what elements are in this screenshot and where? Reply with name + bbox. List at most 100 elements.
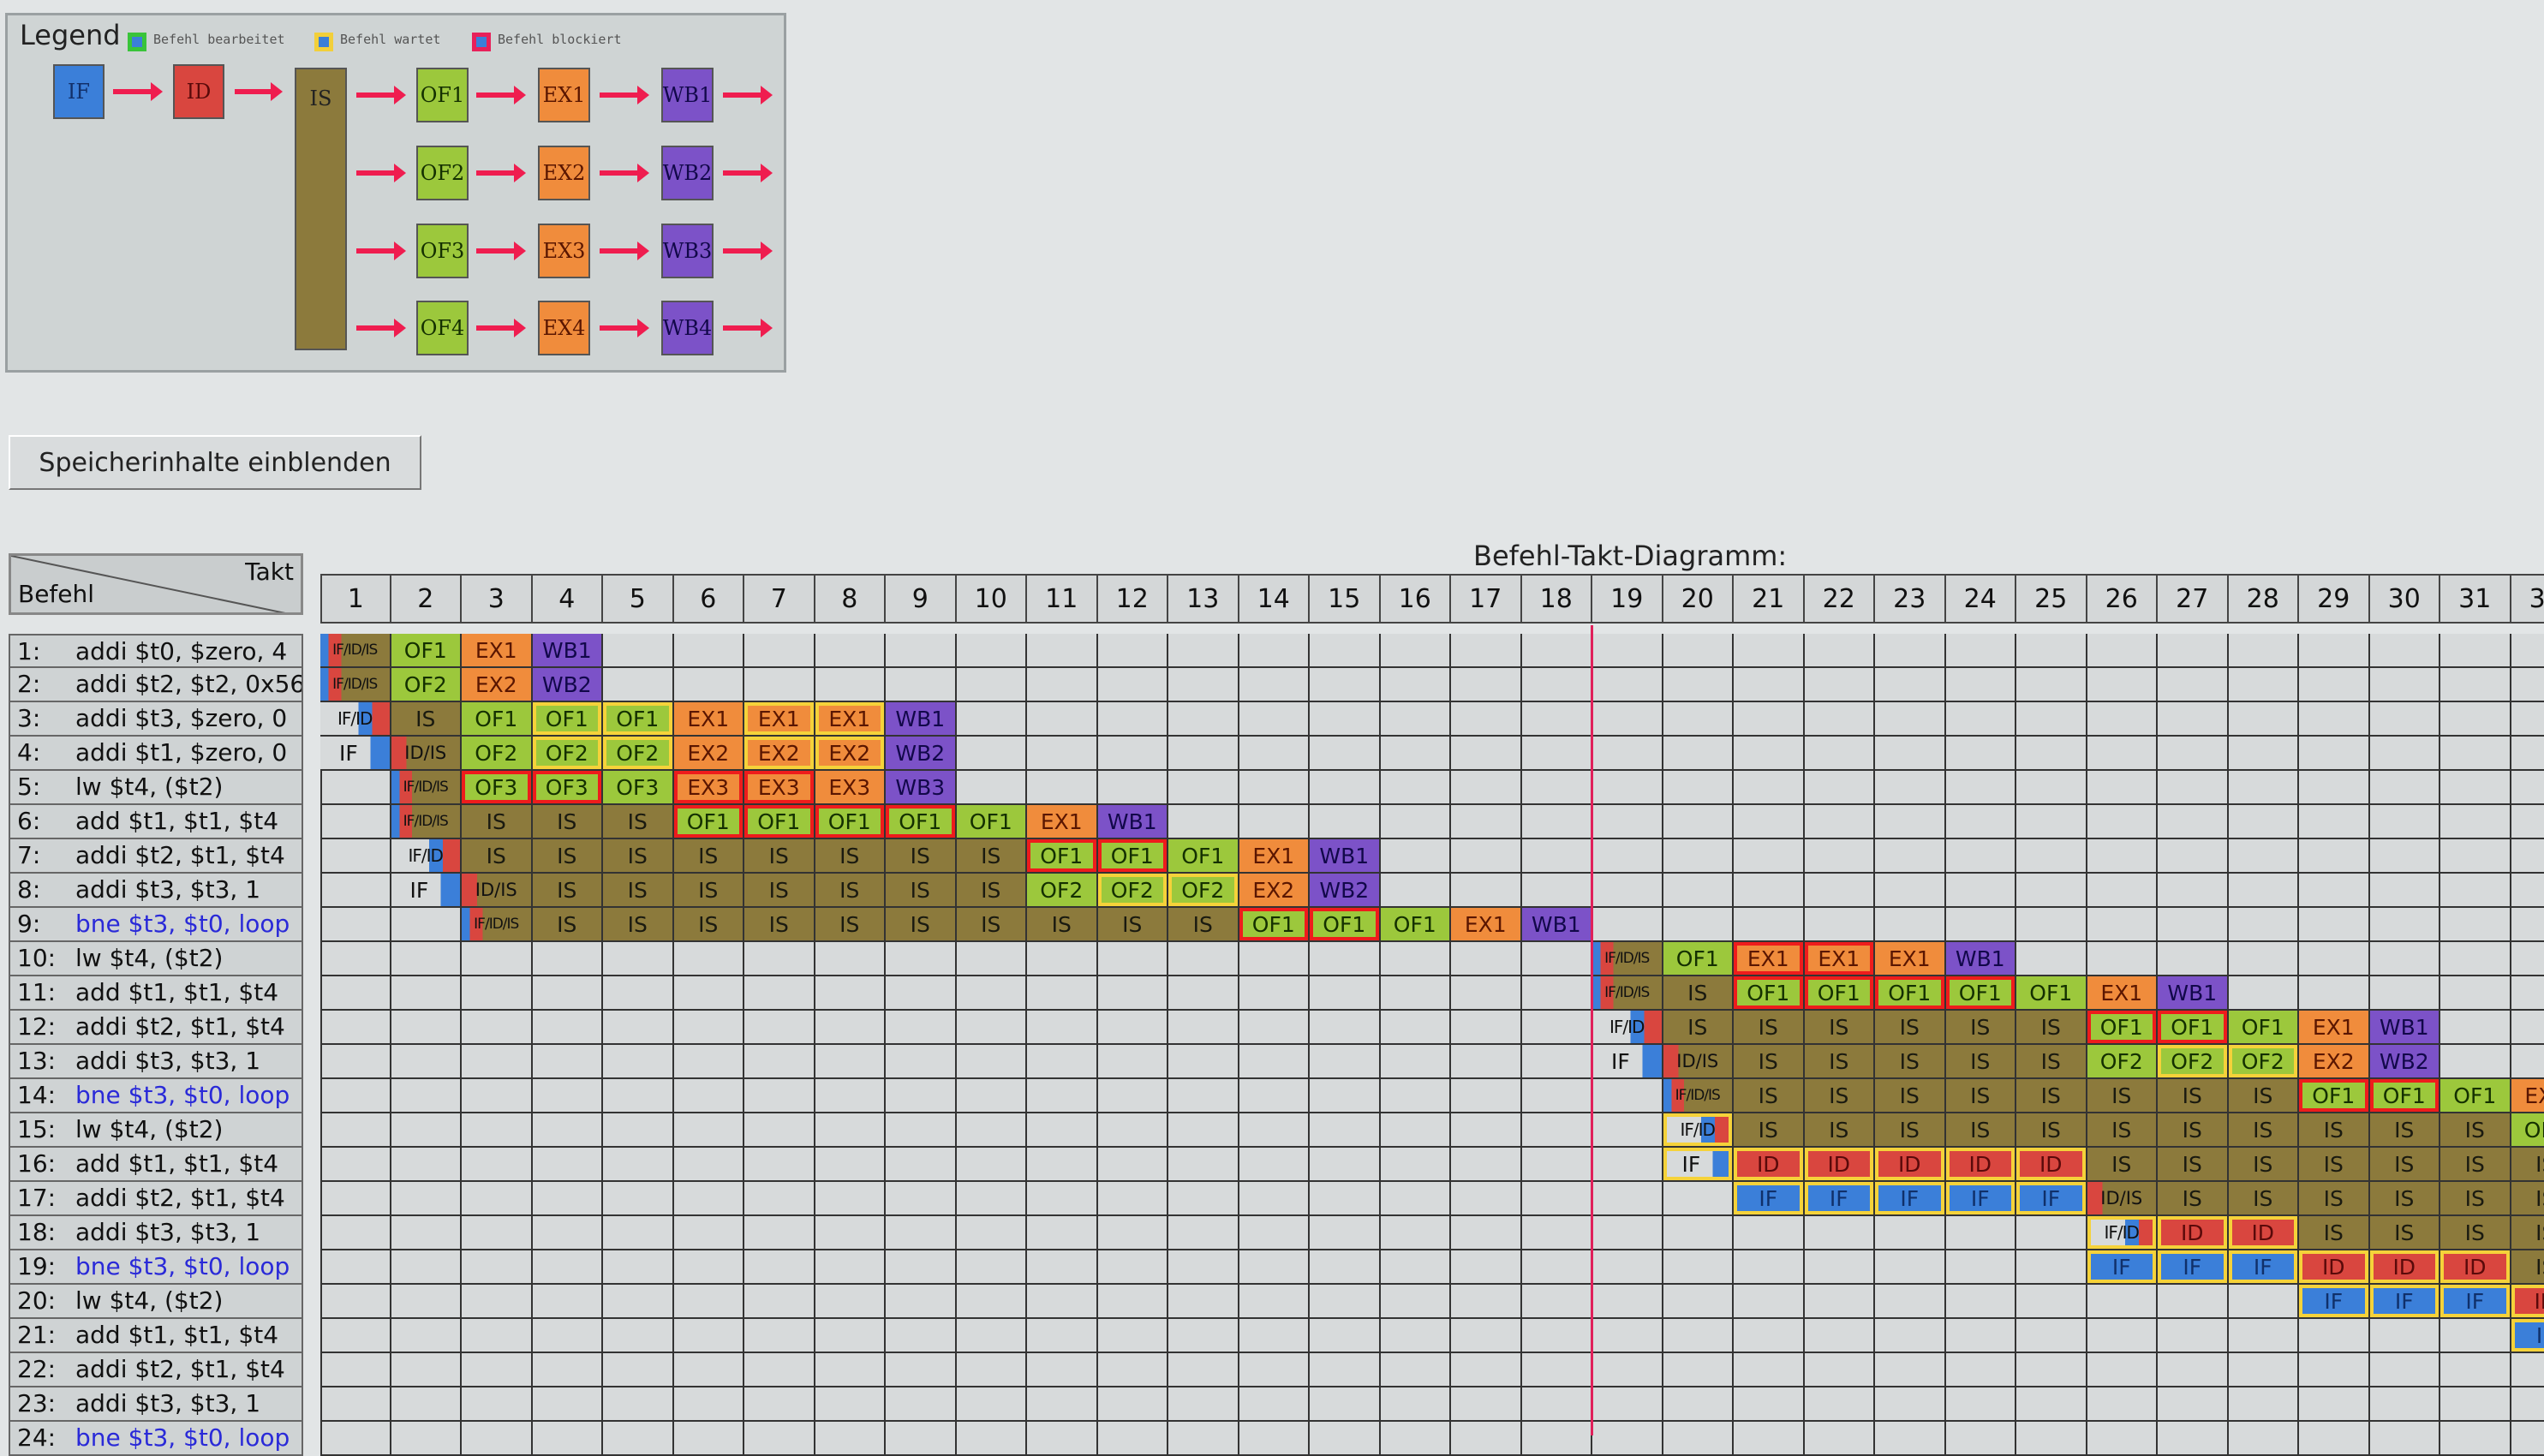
instruction-row[interactable]: 8:addi $t3, $t3, 1: [9, 874, 303, 908]
arrow-icon: [723, 248, 764, 254]
instruction-row[interactable]: 5:lw $t4, ($t2): [9, 771, 303, 805]
instruction-row[interactable]: 11:add $t1, $t1, $t4: [9, 976, 303, 1011]
grid-cell: [1946, 874, 2017, 908]
grid-cell: [533, 942, 604, 976]
grid-cell: [1098, 634, 1169, 668]
grid-cell: [2370, 634, 2441, 668]
grid-cell: [391, 1011, 463, 1045]
instruction-row[interactable]: 15:lw $t4, ($t2): [9, 1113, 303, 1148]
stage-cell-ex1: EX1: [2087, 976, 2157, 1009]
grid-cell: [2229, 976, 2300, 1011]
instruction-row[interactable]: 24:bne $t3, $t0, loop: [9, 1422, 303, 1456]
instruction-row[interactable]: 22:addi $t2, $t1, $t4: [9, 1353, 303, 1387]
grid-cell: [2299, 908, 2370, 942]
grid-cell: [1027, 976, 1098, 1011]
grid-cell: [1381, 1319, 1452, 1353]
instruction-row[interactable]: 19:bne $t3, $t0, loop: [9, 1250, 303, 1285]
grid-cell: [957, 634, 1028, 668]
stage-cell-if: IF: [1875, 1182, 1944, 1214]
instruction-row[interactable]: 4:addi $t1, $zero, 0: [9, 737, 303, 771]
grid-cell: [391, 1113, 463, 1148]
instruction-row[interactable]: 14:bne $t3, $t0, loop: [9, 1079, 303, 1113]
grid-cell: [1168, 1250, 1239, 1285]
grid-cell: [2440, 976, 2511, 1011]
instruction-row[interactable]: 3:addi $t3, $zero, 0: [9, 702, 303, 737]
grid-cell: [1592, 1387, 1663, 1422]
show-memory-button[interactable]: Speicherinhalte einblenden: [9, 435, 421, 490]
stage-id-box: ID: [173, 64, 224, 119]
stage-cell-if-id-is: IF/ID/IS: [391, 805, 461, 838]
instruction-row[interactable]: 23:addi $t3, $t3, 1: [9, 1387, 303, 1422]
grid-cell: [1168, 1045, 1239, 1079]
grid-cell: [1381, 1045, 1452, 1079]
grid-cell: [815, 1148, 887, 1182]
grid-cell: [886, 1285, 957, 1319]
instruction-row[interactable]: 17:addi $t2, $t1, $t4: [9, 1182, 303, 1216]
instruction-row[interactable]: 10:lw $t4, ($t2): [9, 942, 303, 976]
instruction-row[interactable]: 16:add $t1, $t1, $t4: [9, 1148, 303, 1182]
instruction-row[interactable]: 21:add $t1, $t1, $t4: [9, 1319, 303, 1353]
grid-cell: [1875, 1353, 1946, 1387]
instruction-row[interactable]: 12:addi $t2, $t1, $t4: [9, 1011, 303, 1045]
stage-cell-if: IF: [1734, 1182, 1803, 1214]
grid-cell: [886, 634, 957, 668]
grid-cell: [1663, 771, 1735, 805]
stage-cell-is: IS: [1946, 1113, 2015, 1146]
grid-cell: [533, 1353, 604, 1387]
grid-cell: [1239, 1079, 1311, 1113]
grid-cell: [1663, 1216, 1735, 1250]
instruction-row[interactable]: 1:addi $t0, $zero, 4: [9, 634, 303, 668]
cycle-header-cell: 24: [1946, 574, 2017, 624]
instruction-row[interactable]: 13:addi $t3, $t3, 1: [9, 1045, 303, 1079]
grid-cell: [2158, 839, 2229, 874]
grid-cell: [2158, 805, 2229, 839]
grid-cell: [1522, 1387, 1593, 1422]
grid-cell: [2440, 839, 2511, 874]
grid-cell: [1663, 1285, 1735, 1319]
stage-cell-is: IS: [2511, 1148, 2544, 1180]
grid-cell: [1734, 634, 1805, 668]
instruction-row[interactable]: 18:addi $t3, $t3, 1: [9, 1216, 303, 1250]
grid-cell: [391, 942, 463, 976]
stage-cell-if: IF: [1805, 1182, 1874, 1214]
grid-cell: [2016, 1353, 2087, 1387]
grid-cell: [957, 1148, 1028, 1182]
stage-cell-of2: OF2: [391, 668, 461, 701]
cycle-header-cell: 15: [1310, 574, 1381, 624]
stage-cell-of1: OF1: [1734, 976, 1803, 1009]
instruction-row[interactable]: 7:addi $t2, $t1, $t4: [9, 839, 303, 874]
grid-cell: [2440, 1319, 2511, 1353]
grid-cell: [744, 1045, 815, 1079]
instruction-row[interactable]: 2:addi $t2, $t2, 0x56: [9, 668, 303, 702]
grid-cell: [1734, 771, 1805, 805]
grid-cell: [815, 634, 887, 668]
grid-cell: [1451, 942, 1522, 976]
grid-cell: [886, 1011, 957, 1045]
stage-cell-is: IS: [744, 908, 814, 940]
instruction-row[interactable]: 6:add $t1, $t1, $t4: [9, 805, 303, 839]
grid-cell: [1522, 1148, 1593, 1182]
grid-cell: [1168, 668, 1239, 702]
cycle-header-cell: 26: [2087, 574, 2159, 624]
arrow-icon: [113, 89, 154, 94]
instruction-row[interactable]: 9:bne $t3, $t0, loop: [9, 908, 303, 942]
grid-cell: [1451, 1216, 1522, 1250]
stage-cell-ex2: EX2: [744, 737, 814, 769]
grid-cell: [815, 1045, 887, 1079]
grid-cell: [603, 1148, 674, 1182]
grid-cell: [1168, 702, 1239, 737]
grid-cell: [2511, 771, 2544, 805]
stage-cell-wb2: WB2: [533, 668, 602, 701]
grid-cell: [462, 1319, 533, 1353]
stage-cell-wb1: WB1: [886, 702, 955, 735]
grid-cell: [1168, 1387, 1239, 1422]
stage-cell-id: ID: [2016, 1148, 2086, 1180]
instruction-row[interactable]: 20:lw $t4, ($t2): [9, 1285, 303, 1319]
stage-cell-of1: OF1: [533, 702, 602, 735]
grid-cell: [320, 1353, 391, 1387]
grid-cell: [2229, 702, 2300, 737]
grid-cell: [2229, 908, 2300, 942]
cycle-header-cell: 31: [2440, 574, 2511, 624]
grid-cell: [2158, 942, 2229, 976]
grid-cell: [1875, 668, 1946, 702]
